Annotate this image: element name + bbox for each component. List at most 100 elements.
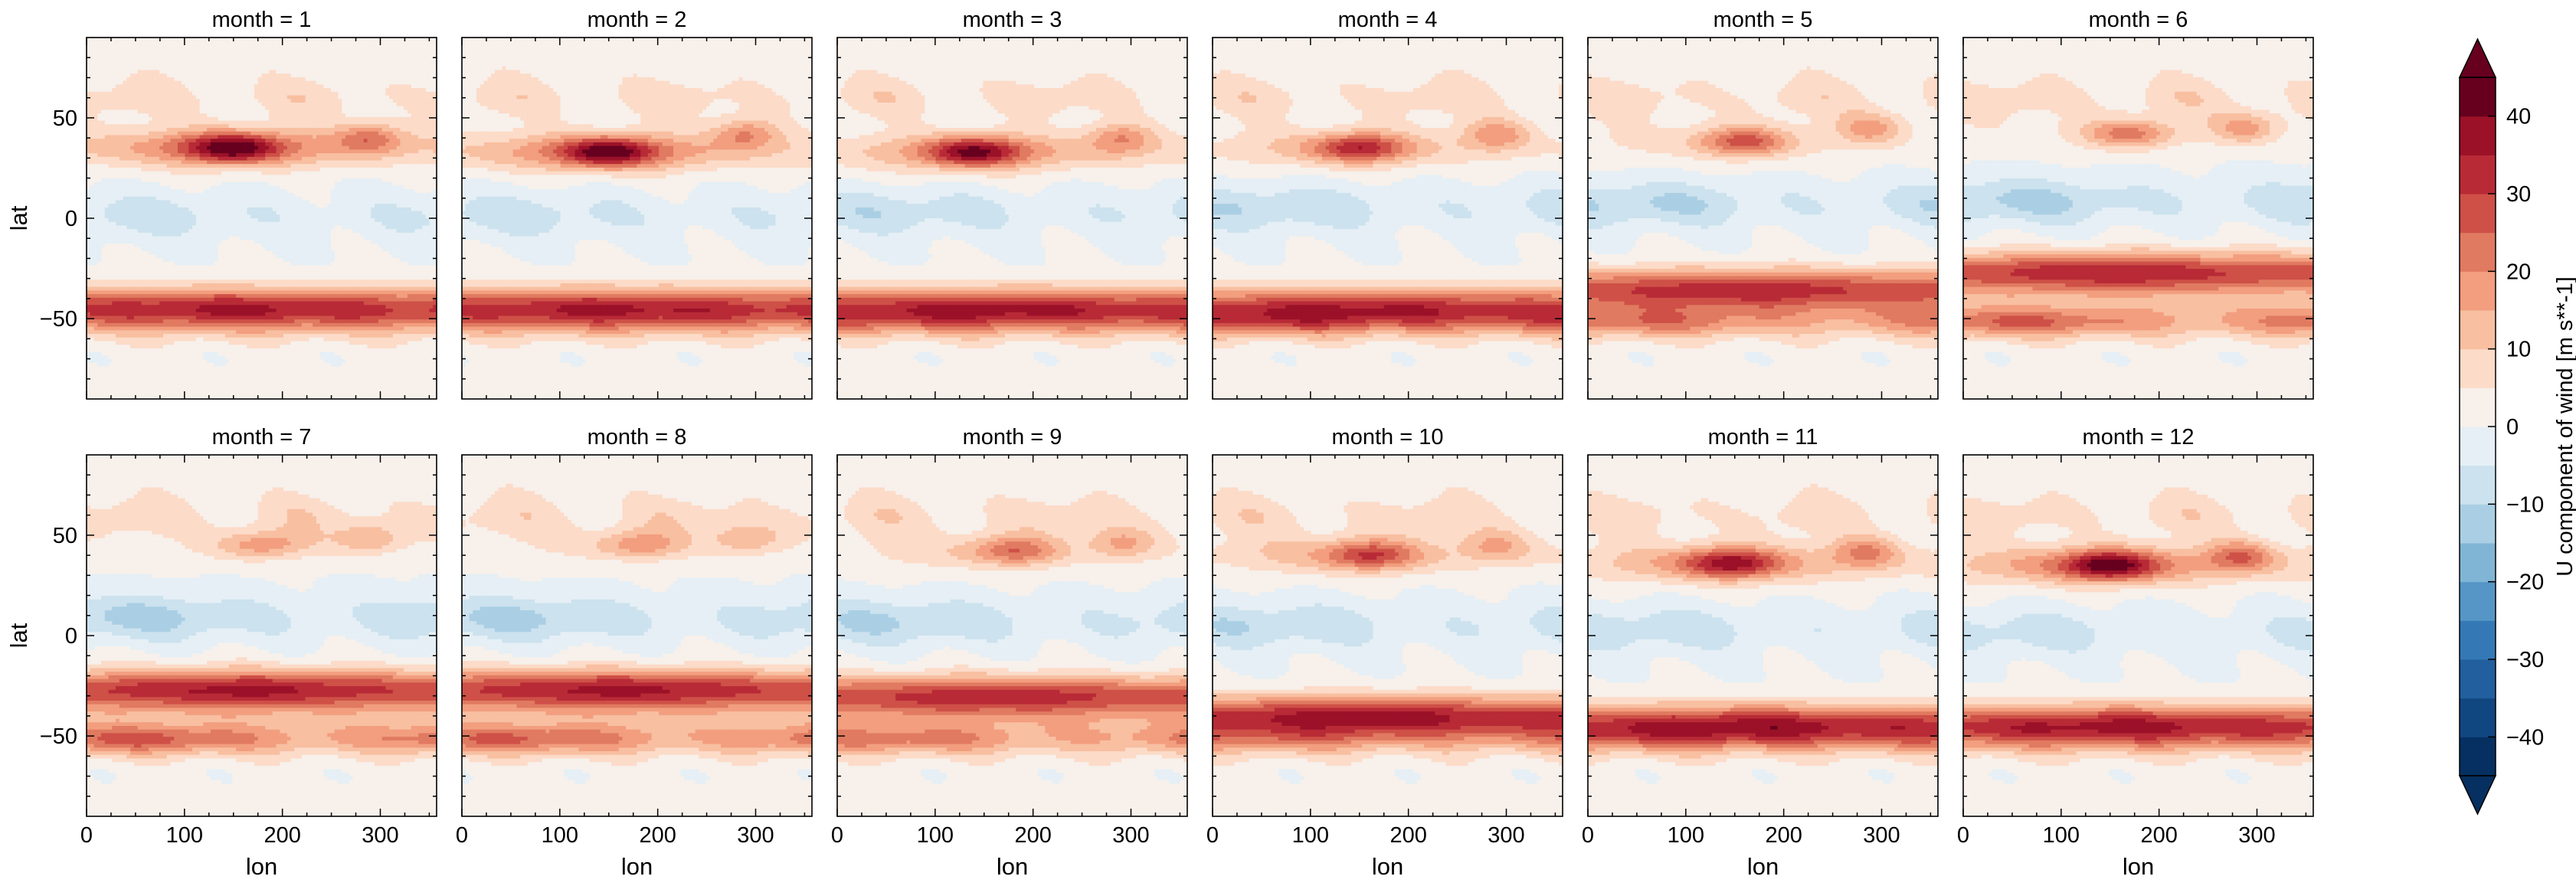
contour-cell — [185, 88, 189, 92]
contour-cell — [155, 84, 159, 88]
contour-cell — [130, 182, 134, 186]
contour-cell — [426, 172, 430, 175]
contour-cell — [287, 56, 291, 60]
contour-cell — [211, 218, 214, 222]
contour-cell — [119, 44, 123, 48]
contour-cell — [174, 193, 178, 197]
contour-cell — [101, 139, 105, 142]
contour-cell — [309, 208, 313, 211]
contour-cell — [294, 146, 298, 150]
contour-cell — [294, 153, 298, 157]
contour-cell — [393, 103, 397, 106]
contour-cell — [152, 172, 156, 175]
contour-cell — [338, 214, 342, 218]
contour-cell — [109, 218, 113, 222]
contour-cell — [418, 135, 422, 139]
contour-cell — [414, 84, 418, 88]
contour-cell — [298, 178, 302, 182]
contour-cell — [287, 172, 291, 175]
contour-cell — [196, 146, 200, 150]
contour-cell — [258, 189, 262, 193]
contour-cell — [240, 52, 244, 56]
contour-cell — [123, 149, 127, 153]
contour-cell — [323, 153, 327, 157]
contour-cell — [291, 197, 295, 201]
contour-cell — [149, 164, 152, 168]
contour-cell — [214, 103, 218, 106]
contour-cell — [360, 84, 364, 88]
contour-cell — [342, 81, 345, 85]
contour-cell — [167, 214, 171, 218]
contour-cell — [185, 218, 189, 222]
contour-cell — [364, 164, 368, 168]
contour-cell — [207, 74, 211, 77]
contour-cell — [225, 175, 229, 178]
contour-cell — [397, 135, 401, 139]
contour-cell — [422, 117, 426, 121]
contour-cell — [232, 193, 236, 197]
contour-cell — [429, 88, 433, 92]
contour-cell — [273, 160, 277, 164]
contour-cell — [138, 189, 142, 193]
contour-cell — [178, 153, 182, 157]
contour-cell — [298, 193, 302, 197]
contour-cell — [389, 164, 393, 168]
contour-cell — [265, 124, 269, 128]
contour-cell — [192, 222, 196, 226]
contour-cell — [331, 113, 335, 117]
contour-cell — [90, 103, 94, 106]
contour-cell — [126, 139, 130, 142]
contour-cell — [385, 113, 389, 117]
contour-cell — [273, 153, 277, 157]
contour-cell — [87, 110, 90, 113]
contour-cell — [291, 208, 295, 211]
contour-cell — [414, 110, 418, 113]
contour-cell — [404, 178, 408, 182]
contour-cell — [291, 48, 295, 52]
contour-cell — [298, 106, 302, 110]
contour-cell — [167, 189, 171, 193]
contour-cell — [335, 52, 339, 56]
contour-cell — [141, 149, 145, 153]
contour-cell — [327, 208, 331, 211]
contour-cell — [207, 84, 211, 88]
contour-cell — [130, 189, 134, 193]
contour-cell — [280, 117, 283, 121]
contour-cell — [225, 41, 229, 45]
contour-cell — [188, 160, 192, 164]
contour-cell — [320, 182, 324, 186]
contour-cell — [400, 103, 404, 106]
contour-cell — [167, 200, 171, 204]
contour-cell — [229, 84, 233, 88]
contour-cell — [141, 121, 145, 125]
contour-cell — [232, 74, 236, 77]
contour-cell — [174, 211, 178, 215]
contour-cell — [112, 160, 116, 164]
contour-cell — [225, 186, 229, 190]
contour-cell — [203, 92, 207, 96]
contour-cell — [414, 211, 418, 215]
contour-cell — [138, 146, 142, 150]
contour-cell — [221, 146, 225, 150]
contour-cell — [192, 189, 196, 193]
contour-cell — [414, 128, 418, 132]
contour-cell — [207, 67, 211, 70]
contour-cell — [134, 117, 138, 121]
contour-cell — [182, 186, 185, 190]
contour-cell — [382, 70, 386, 74]
contour-cell — [214, 99, 218, 103]
contour-cell — [335, 92, 339, 96]
contour-cell — [306, 222, 309, 226]
contour-cell — [323, 117, 327, 121]
contour-cell — [188, 96, 192, 100]
contour-cell — [170, 211, 174, 215]
contour-cell — [368, 132, 372, 136]
contour-cell — [155, 168, 159, 172]
contour-cell — [149, 56, 152, 60]
contour-cell — [414, 92, 418, 96]
contour-cell — [262, 135, 266, 139]
contour-cell — [185, 160, 189, 164]
contour-cell — [360, 208, 364, 211]
contour-cell — [149, 160, 152, 164]
contour-cell — [250, 96, 254, 100]
